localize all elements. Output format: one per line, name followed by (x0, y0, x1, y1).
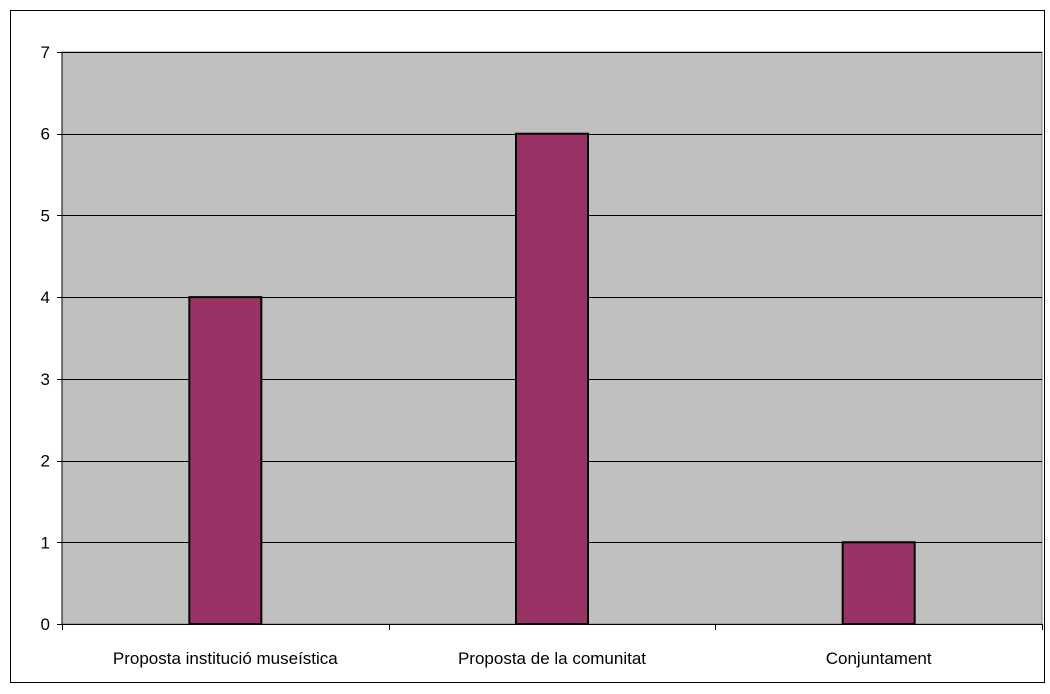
y-tick-label: 3 (41, 370, 50, 389)
y-tick-label: 6 (41, 125, 50, 144)
y-tick-label: 4 (41, 288, 50, 307)
x-tick-label: Proposta institució museística (113, 649, 338, 668)
x-tick-label: Proposta de la comunitat (458, 649, 646, 668)
bar (515, 132, 589, 625)
y-tick-label: 0 (41, 615, 50, 634)
y-tick-labels: 0 1 2 3 4 5 6 7 (41, 43, 50, 634)
x-tick-labels: Proposta institució museística Proposta d… (113, 649, 932, 668)
axes (57, 52, 1043, 630)
bar (841, 541, 916, 625)
bars (188, 132, 916, 625)
y-tick-label: 1 (41, 533, 50, 552)
y-tick-label: 2 (41, 452, 50, 471)
y-tick-label: 5 (41, 206, 50, 225)
bar (188, 296, 263, 625)
y-tick-label: 7 (41, 43, 50, 62)
x-tick-label: Conjuntament (826, 649, 932, 668)
